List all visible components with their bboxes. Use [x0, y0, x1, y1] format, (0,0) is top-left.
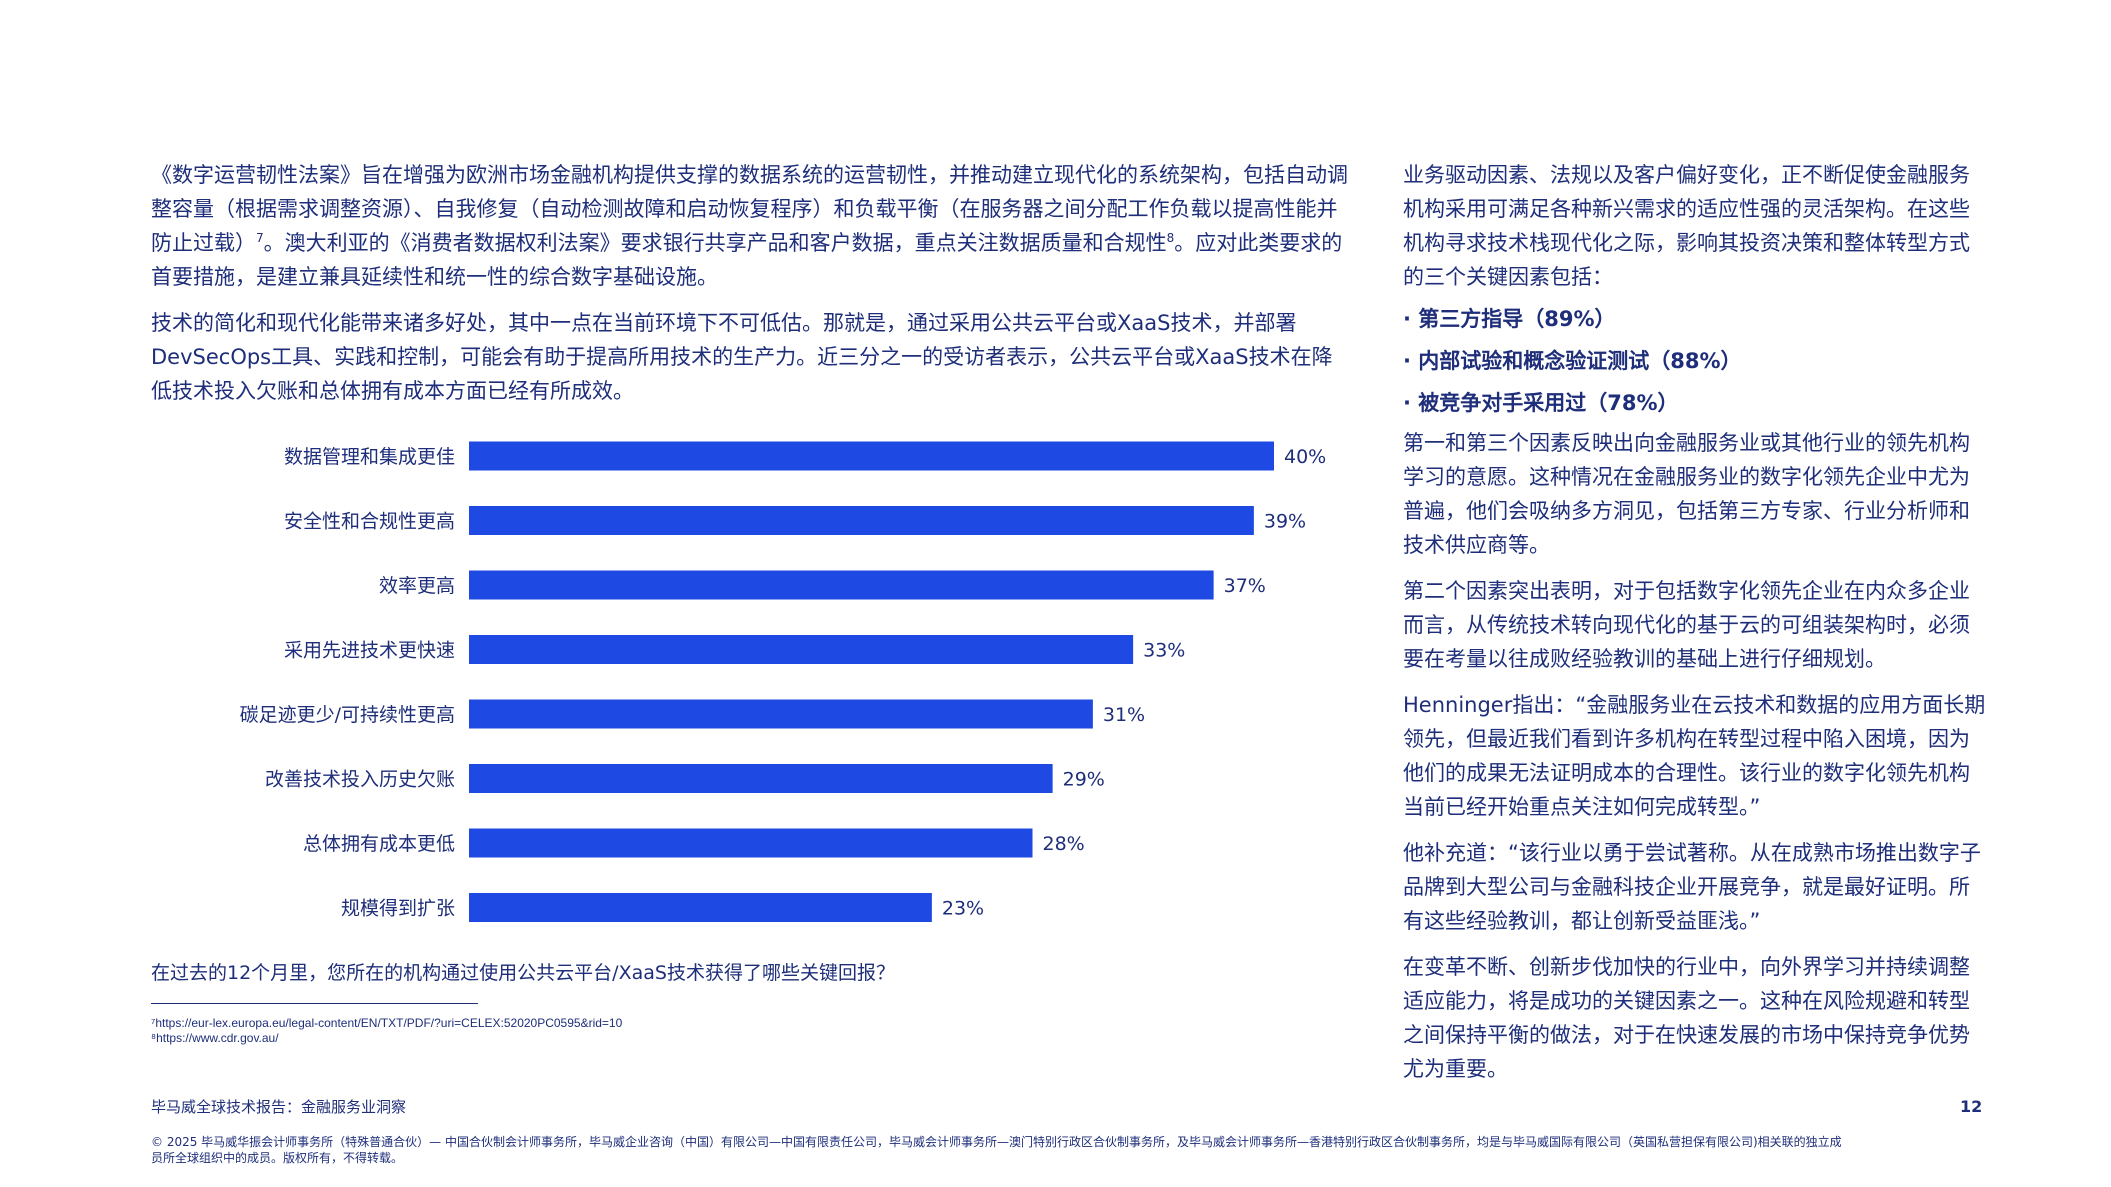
paragraph-dora-text-2: 。澳大利亚的《消费者数据权利法案》要求银行共享产品和客户数据，重点关注数据质量和…: [263, 231, 1167, 255]
paragraph-conclusion: 在变革不断、创新步伐加快的行业中，向外界学习并持续调整适应能力，将是成功的关键因…: [1403, 955, 1970, 1081]
left-column: 《数字运营韧性法案》旨在增强为欧洲市场金融机构提供支撑的数据系统的运营韧性，并推…: [151, 158, 1351, 408]
value-label: 33%: [1143, 640, 1185, 662]
key-factor-item: · 内部试验和概念验证测试（88%）: [1403, 349, 1742, 373]
key-factor-item: · 被竞争对手采用过（78%）: [1403, 391, 1679, 415]
category-label: 效率更高: [379, 575, 455, 597]
paragraph-factor-2: 第二个因素突出表明，对于包括数字化领先企业在内众多企业而言，从传统技术转向现代化…: [1403, 579, 1970, 671]
page-number: 12: [1960, 1097, 1983, 1116]
value-label: 40%: [1284, 446, 1326, 468]
value-label: 29%: [1063, 769, 1105, 791]
category-label: 总体拥有成本更低: [303, 833, 455, 855]
category-label: 安全性和合规性更高: [284, 511, 455, 533]
footnote-ref-7[interactable]: 7: [256, 231, 264, 245]
category-label: 采用先进技术更快速: [284, 640, 455, 662]
chart-question: 在过去的12个月里，您所在的机构通过使用公共云平台/XaaS技术获得了哪些关键回…: [151, 962, 895, 984]
right-column: 业务驱动因素、法规以及客户偏好变化，正不断促使金融服务机构采用可满足各种新兴需求…: [1403, 158, 1988, 1086]
paragraph-dora-text-1: 《数字运营韧性法案》旨在增强为欧洲市场金融机构提供支撑的数据系统的运营韧性，并推…: [151, 163, 1348, 255]
returns-bar-chart: 数据管理和集成更佳 40% 安全性和合规性更高 39% 效率更高 37% 采用先进技术更快速…: [151, 432, 1351, 932]
value-label: 31%: [1103, 704, 1145, 726]
paragraph-dora-text-3: 。应对此类要求的首要措施，是建立兼具延续性和统一性的综合数字基础设施。: [151, 231, 1343, 289]
category-label: 碳足迹更少/可持续性更高: [240, 704, 455, 726]
bar: [469, 635, 1134, 664]
bar: [469, 699, 1093, 729]
paragraph-addition-quote: 他补充道：“该行业以勇于尝试著称。从在成熟市场推出数字子品牌到大型公司与金融科技…: [1403, 841, 1981, 933]
footnote-8-link[interactable]: ⁸https://www.cdr.gov.au/: [151, 1031, 279, 1045]
category-label: 改善技术投入历史欠账: [265, 769, 455, 791]
value-label: 39%: [1264, 511, 1306, 533]
bar: [469, 441, 1274, 471]
bar: [469, 893, 932, 922]
key-factors-list: · 第三方指导（89%） · 内部试验和概念验证测试（88%） · 被竞争对手采…: [1403, 298, 1988, 424]
bar: [469, 828, 1033, 858]
paragraph-simplification: 技术的简化和现代化能带来诸多好处，其中一点在当前环境下不可低估。那就是，通过采用…: [151, 311, 1333, 403]
bar-chart-svg: 数据管理和集成更佳 40% 安全性和合规性更高 39% 效率更高 37% 采用先进技术更快速…: [240, 441, 1326, 922]
category-label: 规模得到扩张: [341, 898, 455, 920]
paragraph-factor-1-3: 第一和第三个因素反映出向金融服务业或其他行业的领先机构学习的意愿。这种情况在金融…: [1403, 431, 1970, 557]
bar: [469, 764, 1053, 793]
copyright-notice: © 2025 毕马威华振会计师事务所（特殊普通合伙）— 中国合伙制会计师事务所，…: [151, 1135, 1842, 1165]
bar: [469, 570, 1214, 600]
footnote-divider: [151, 1003, 478, 1004]
value-label: 23%: [942, 898, 984, 920]
paragraph-dora: 《数字运营韧性法案》旨在增强为欧洲市场金融机构提供支撑的数据系统的运营韧性，并推…: [151, 158, 1351, 294]
paragraph-henninger-quote: Henninger指出：“金融服务业在云技术和数据的应用方面长期领先，但最近我们…: [1403, 693, 1986, 819]
footnotes: ⁷https://eur-lex.europa.eu/legal-content…: [151, 1016, 622, 1046]
footnote-ref-8[interactable]: 8: [1166, 231, 1175, 245]
report-title: 毕马威全球技术报告：金融服务业洞察: [151, 1098, 407, 1116]
category-label: 数据管理和集成更佳: [284, 446, 455, 468]
bar: [469, 506, 1254, 535]
value-label: 28%: [1043, 833, 1085, 855]
footnote-7-link[interactable]: ⁷https://eur-lex.europa.eu/legal-content…: [151, 1016, 623, 1030]
paragraph-drivers: 业务驱动因素、法规以及客户偏好变化，正不断促使金融服务机构采用可满足各种新兴需求…: [1403, 163, 1970, 289]
value-label: 37%: [1224, 575, 1266, 597]
key-factor-item: · 第三方指导（89%）: [1403, 307, 1616, 331]
